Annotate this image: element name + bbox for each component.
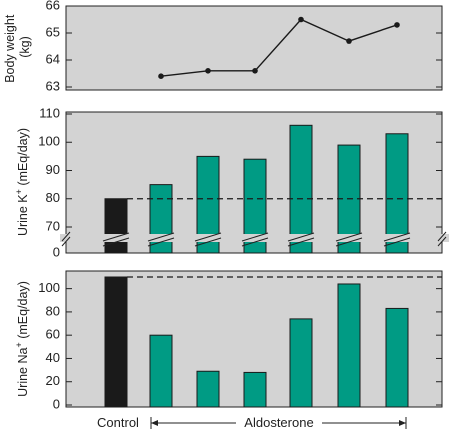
- body-weight-tick-label-66: 66: [46, 0, 60, 12]
- aldosterone-range-left-arrow: [151, 420, 158, 426]
- urine-k-bar-break-4b: [287, 237, 315, 247]
- urine-na-bar-5: [337, 283, 361, 408]
- urine-k-bar-break-2a: [194, 232, 222, 242]
- panel-body-weight: 63 64 65 66 Body weight (kg): [3, 0, 443, 93]
- aldosterone-label: Aldosterone: [244, 415, 313, 430]
- body-weight-point-2: [205, 68, 211, 74]
- body-weight-point-1: [158, 73, 164, 79]
- urine-k-bar-break-5b: [335, 237, 363, 247]
- urine-k-bar-break-0b: [102, 237, 130, 247]
- urine-k-axis-label: Urine K+ (mEq/day): [14, 128, 30, 236]
- urine-k-axis-break-mark-2a: [437, 231, 447, 242]
- urine-na-tick-label-80: 80: [46, 303, 60, 318]
- urine-k-bar-break-1a: [147, 232, 175, 242]
- urine-k-tick-label-90: 90: [46, 162, 60, 177]
- urine-na-control-bar: [104, 276, 128, 408]
- urine-k-axis-break-mark-1a: [61, 231, 71, 242]
- urine-k-bar-6: [385, 133, 409, 254]
- urine-k-bar-2: [196, 155, 220, 254]
- body-weight-tick-label-63: 63: [46, 78, 60, 93]
- body-weight-point-3: [252, 68, 258, 74]
- body-weight-axis-label-line-2: (kg): [18, 36, 32, 58]
- urine-k-axis-break-mark-2b: [437, 236, 447, 247]
- body-weight-point-6: [394, 22, 400, 28]
- urine-k-tick-label-100: 100: [38, 134, 60, 149]
- urine-na-tick-label-60: 60: [46, 327, 60, 342]
- urine-na-tick-label-20: 20: [46, 373, 60, 388]
- urine-k-tick-label-80: 80: [46, 190, 60, 205]
- urine-na-bar-2: [196, 370, 220, 408]
- urine-k-bar-break-2b: [194, 237, 222, 247]
- panel-urine-k: 70 80 90 100 110 0 Urine K+ (mEq/day): [14, 105, 449, 259]
- urine-k-bar-break-0a: [102, 232, 130, 242]
- urine-k-bar-4: [289, 124, 313, 254]
- urine-na-bar-6: [385, 307, 409, 408]
- control-label: Control: [97, 415, 139, 430]
- urine-na-tick-label-40: 40: [46, 350, 60, 365]
- urine-k-bar-break-1b: [147, 237, 175, 247]
- body-weight-tick-label-65: 65: [46, 24, 60, 39]
- body-weight-point-5: [346, 38, 352, 44]
- urine-k-bar-break-6a: [383, 232, 411, 242]
- urine-k-axis-break-band: [60, 234, 449, 242]
- urine-na-bar-4: [289, 318, 313, 408]
- urine-k-tick-label-0: 0: [53, 244, 60, 259]
- urine-k-tick-label-70: 70: [46, 218, 60, 233]
- body-weight-axis-label-line-1: Body weight: [3, 14, 17, 83]
- urine-k-bar-3: [243, 158, 267, 254]
- urine-k-bar-1: [149, 184, 173, 254]
- urine-na-bar-1: [149, 334, 173, 408]
- urine-k-bar-break-3b: [241, 237, 269, 247]
- panel-body-weight-background: [65, 5, 443, 91]
- urine-na-axis-label: Urine Na+ (mEq/day): [14, 281, 30, 397]
- urine-k-bar-break-4a: [287, 232, 315, 242]
- urine-na-tick-label-0: 0: [53, 396, 60, 411]
- urine-k-bar-break-3a: [241, 232, 269, 242]
- panel-urine-na: 0 20 40 60 80 100 Urine Na+ (mEq/day): [14, 270, 443, 411]
- urine-k-axis-break-mark-1b: [61, 236, 71, 247]
- urine-k-bar-break-5a: [335, 232, 363, 242]
- urine-na-bar-3: [243, 371, 267, 408]
- body-weight-tick-label-64: 64: [46, 51, 60, 66]
- aldosterone-range-right-arrow: [399, 420, 406, 426]
- urine-na-tick-label-100: 100: [38, 280, 60, 295]
- urine-k-bar-break-6b: [383, 237, 411, 247]
- x-axis-labels: Control Aldosterone: [97, 415, 407, 430]
- body-weight-line: [160, 18, 398, 77]
- body-weight-point-4: [298, 16, 304, 23]
- body-weight-axis-label: Body weight (kg): [3, 11, 32, 83]
- urine-k-tick-label-110: 110: [39, 105, 60, 120]
